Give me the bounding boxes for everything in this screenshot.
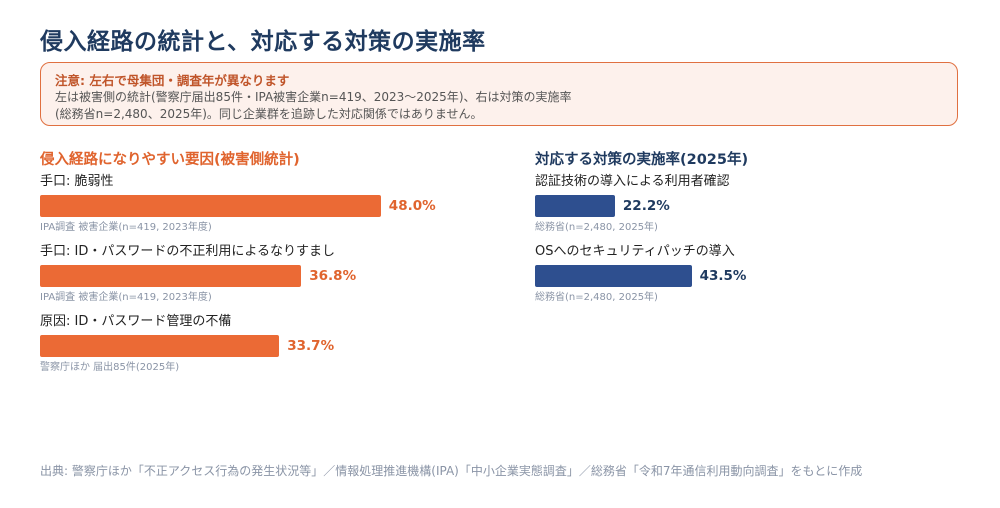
caution-heading: 注意: 左右で母集団・調査年が異なります [55,73,290,88]
left-bar-label: 手口: 脆弱性 [40,174,114,189]
left-chart-title: 侵入経路になりやすい要因(被害側統計) [40,152,300,168]
left-bar-row: 48.0% [40,195,451,217]
left-bar-label: 手口: ID・パスワードの不正利用によるなりすまし [40,244,335,259]
left-bar-value: 48.0% [388,198,436,214]
left-bar-row: 36.8% [40,265,371,287]
left-bar-item: 手口: ID・パスワードの不正利用によるなりすまし 36.8% IPA調査 被害企業… [40,244,371,304]
right-bar-item: OSへのセキュリティパッチの導入 43.5% 総務省(n=2,480, 2025年) [535,244,762,304]
page-title: 侵入経路の統計と、対応する対策の実施率 [40,29,486,55]
right-bar-row: 43.5% [535,265,762,287]
left-bar [40,335,280,357]
left-bar-source: IPA調査 被害企業(n=419, 2023年度) [40,222,212,233]
left-bar-row: 33.7% [40,335,349,357]
right-bar-item: 認証技術の導入による利用者確認 22.2% 総務省(n=2,480, 2025年) [535,174,730,234]
caution-line-1: 左は被害側の統計(警察庁届出85件・IPA被害企業n=419、2023〜2025… [55,90,572,104]
right-bar [535,265,692,287]
left-bar-value: 36.8% [309,268,357,284]
caution-line-2: (総務省n=2,480、2025年)。同じ企業群を追跡した対応関係ではありません… [55,107,483,121]
left-bar [40,265,302,287]
right-bar-value: 43.5% [699,268,747,284]
left-bar-item: 手口: 脆弱性 48.0% IPA調査 被害企業(n=419, 2023年度) [40,174,451,234]
left-bar [40,195,381,217]
right-bar-label: OSへのセキュリティパッチの導入 [535,244,735,259]
right-bar-value: 22.2% [622,198,670,214]
left-bar-source: 警察庁ほか 届出85件(2025年) [40,362,180,373]
right-bar-source: 総務省(n=2,480, 2025年) [535,292,658,303]
left-bar-item: 原因: ID・パスワード管理の不備 33.7% 警察庁ほか 届出85件(2025年) [40,314,349,374]
right-chart-title: 対応する対策の実施率(2025年) [535,152,749,168]
right-bar [535,195,615,217]
right-bar-row: 22.2% [535,195,685,217]
source-footer: 出典: 警察庁ほか「不正アクセス行為の発生状況等」／情報処理推進機構(IPA)「… [40,464,863,478]
right-bar-source: 総務省(n=2,480, 2025年) [535,222,658,233]
left-bar-value: 33.7% [287,338,335,354]
caution-box: 注意: 左右で母集団・調査年が異なります 左は被害側の統計(警察庁届出85件・I… [40,62,958,126]
right-bar-label: 認証技術の導入による利用者確認 [535,174,730,189]
left-bar-source: IPA調査 被害企業(n=419, 2023年度) [40,292,212,303]
left-bar-label: 原因: ID・パスワード管理の不備 [40,314,232,329]
